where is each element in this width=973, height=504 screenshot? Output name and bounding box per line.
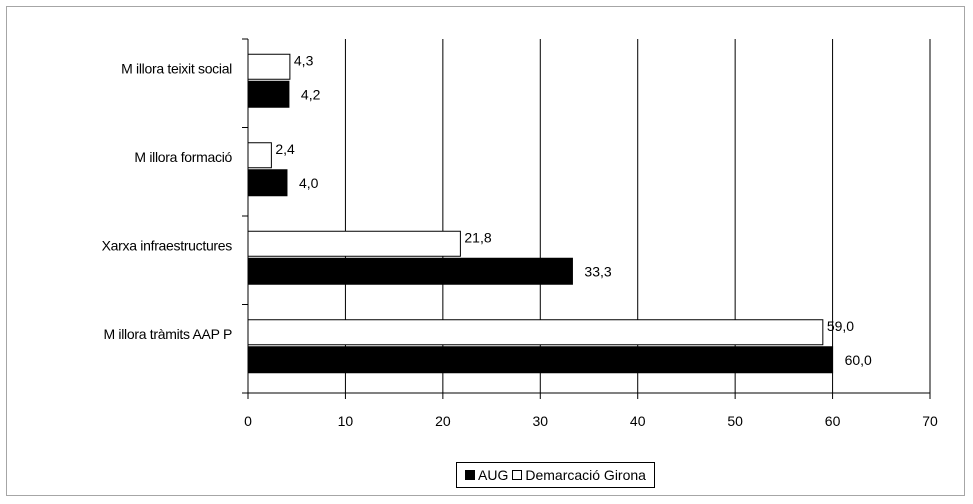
data-label-aug-1: 33,3: [584, 263, 611, 279]
category-label-3: M illora teixit social: [121, 60, 232, 76]
data-label-girona-2: 2,4: [275, 141, 295, 157]
legend-item-aug: AUG: [465, 467, 508, 483]
category-label-1: Xarxa infraestructures: [102, 237, 233, 253]
legend-swatch-girona: [512, 470, 523, 480]
data-label-girona-0: 59,0: [827, 318, 854, 334]
bar-aug-1: [247, 257, 573, 285]
x-tick-label-40: 40: [630, 413, 646, 429]
category-label-0: M illora tràmits AAP P: [103, 326, 232, 342]
x-tick-label-10: 10: [338, 413, 354, 429]
legend-label-aug: AUG: [478, 467, 509, 483]
legend-swatch-aug: [465, 470, 475, 480]
legend-label-girona: Demarcació Girona: [525, 467, 646, 483]
x-tick-label-20: 20: [435, 413, 451, 429]
bar-girona-3: [247, 53, 291, 80]
bar-girona-2: [247, 142, 272, 169]
data-label-aug-3: 4,2: [301, 86, 321, 102]
x-tick-label-70: 70: [922, 413, 938, 429]
legend: AUG Demarcació Girona: [456, 462, 655, 488]
data-label-aug-2: 4,0: [299, 175, 319, 191]
data-label-aug-0: 60,0: [845, 352, 872, 368]
x-tick-label-50: 50: [727, 413, 743, 429]
bar-aug-2: [247, 169, 288, 197]
data-label-girona-1: 21,8: [464, 229, 491, 245]
chart-frame: [6, 6, 965, 496]
bar-aug-3: [247, 80, 290, 108]
legend-item-girona: Demarcació Girona: [512, 467, 646, 483]
bar-aug-0: [247, 346, 834, 374]
bar-girona-0: [247, 319, 824, 346]
category-label-2: M illora formació: [134, 149, 232, 165]
data-label-girona-3: 4,3: [294, 52, 314, 68]
x-tick-label-0: 0: [244, 413, 252, 429]
bar-girona-1: [247, 230, 461, 257]
x-tick-label-30: 30: [532, 413, 548, 429]
x-tick-label-60: 60: [825, 413, 841, 429]
